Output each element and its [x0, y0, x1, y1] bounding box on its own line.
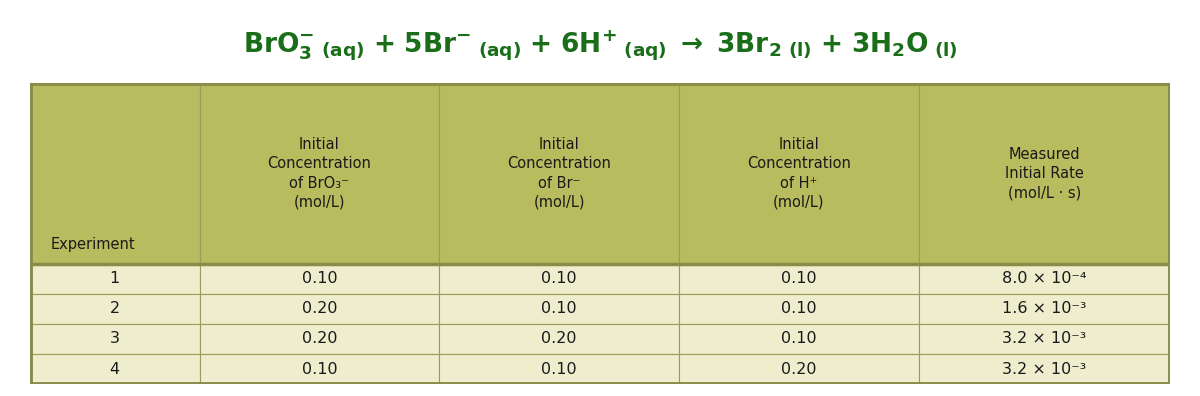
Text: 0.10: 0.10 — [541, 301, 577, 316]
Text: 0.10: 0.10 — [541, 362, 577, 377]
Bar — [30, 83, 1170, 204]
Text: 0.10: 0.10 — [301, 362, 337, 377]
Bar — [439, 294, 679, 324]
Bar — [919, 264, 1170, 294]
Text: 0.10: 0.10 — [781, 331, 816, 346]
Text: 4: 4 — [109, 362, 120, 377]
Text: Initial
Concentration
of Br⁻
(mol/L): Initial Concentration of Br⁻ (mol/L) — [508, 137, 611, 210]
Bar — [679, 354, 919, 384]
Text: 3.2 × 10⁻³: 3.2 × 10⁻³ — [1002, 362, 1086, 377]
Bar — [679, 294, 919, 324]
Bar — [30, 294, 199, 324]
Text: Initial
Concentration
of BrO₃⁻
(mol/L): Initial Concentration of BrO₃⁻ (mol/L) — [268, 137, 371, 210]
Bar — [919, 294, 1170, 324]
Bar — [199, 354, 439, 384]
Text: Experiment: Experiment — [50, 237, 134, 252]
Bar — [439, 264, 679, 294]
Text: Measured
Initial Rate
(mol/L · s): Measured Initial Rate (mol/L · s) — [1004, 147, 1084, 200]
Bar — [679, 324, 919, 354]
Bar — [30, 354, 199, 384]
Text: 0.10: 0.10 — [301, 271, 337, 286]
Text: 0.10: 0.10 — [781, 271, 816, 286]
Bar — [919, 83, 1170, 264]
Bar — [439, 324, 679, 354]
Bar — [439, 354, 679, 384]
Text: 1.6 × 10⁻³: 1.6 × 10⁻³ — [1002, 301, 1086, 316]
Bar — [199, 264, 439, 294]
Text: 0.20: 0.20 — [301, 301, 337, 316]
Text: $\mathbf{BrO_3^{\boldsymbol{-}}}$$\mathbf{_{\ (aq)}}$$\ \mathbf{+\ 5Br^{\boldsym: $\mathbf{BrO_3^{\boldsymbol{-}}}$$\mathb… — [242, 28, 958, 63]
Text: Initial
Concentration
of H⁺
(mol/L): Initial Concentration of H⁺ (mol/L) — [746, 137, 851, 210]
Bar — [679, 83, 919, 264]
Bar — [439, 83, 679, 264]
Bar — [199, 324, 439, 354]
Bar — [919, 354, 1170, 384]
Bar — [679, 264, 919, 294]
Bar — [30, 324, 199, 354]
Bar — [199, 83, 439, 264]
Text: 1: 1 — [109, 271, 120, 286]
Bar — [30, 83, 199, 264]
Text: 8.0 × 10⁻⁴: 8.0 × 10⁻⁴ — [1002, 271, 1086, 286]
Bar — [30, 264, 199, 294]
Text: 3: 3 — [109, 331, 120, 346]
Text: 0.10: 0.10 — [781, 301, 816, 316]
Text: 2: 2 — [109, 301, 120, 316]
Text: 0.10: 0.10 — [541, 271, 577, 286]
Bar — [919, 324, 1170, 354]
Text: 0.20: 0.20 — [301, 331, 337, 346]
Text: 0.20: 0.20 — [781, 362, 816, 377]
Bar — [199, 294, 439, 324]
Text: 3.2 × 10⁻³: 3.2 × 10⁻³ — [1002, 331, 1086, 346]
Text: 0.20: 0.20 — [541, 331, 577, 346]
